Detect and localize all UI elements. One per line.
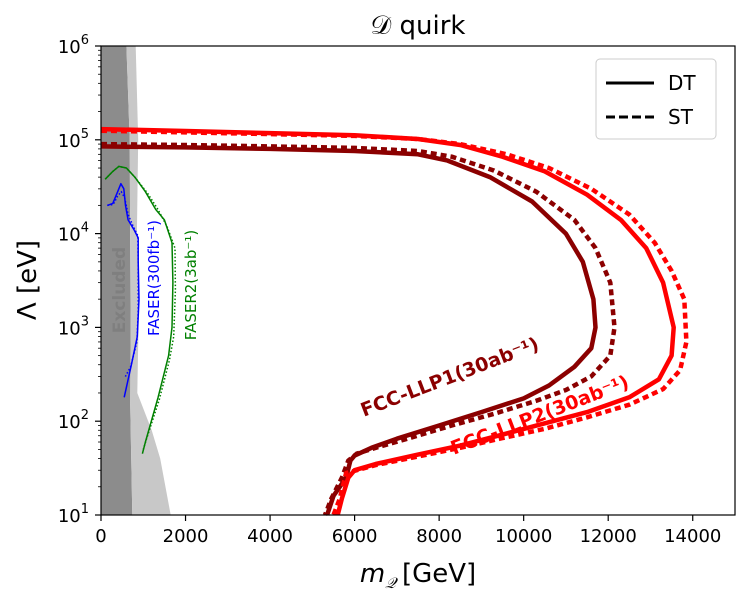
x-tick-label: 8000 [416, 526, 462, 547]
fcc-llp1-label: FCC-LLP1(30ab⁻¹) [358, 333, 542, 421]
legend: DT ST [595, 58, 717, 140]
series-lines [100, 126, 689, 516]
excluded-label: Excluded [110, 247, 130, 333]
series-line-1 [100, 141, 617, 516]
x-tick-label: 4000 [247, 526, 293, 547]
chart-title: 𝒟 quirk [371, 11, 466, 41]
legend-st-label: ST [668, 105, 694, 129]
x-axis-ticks: 0 2000 4000 6000 8000 10000 12000 14000 [95, 515, 721, 547]
series-line-7 [104, 165, 177, 450]
x-tick-label: 2000 [163, 526, 209, 547]
y-tick-label: 101 [58, 502, 89, 527]
y-axis-label: Λ [eV] [13, 240, 43, 320]
y-tick-label: 103 [58, 314, 89, 339]
x-tick-label: 0 [95, 526, 106, 547]
legend-dt-label: DT [668, 71, 696, 95]
x-axis-label-sub: 𝒬 [385, 574, 398, 592]
legend-box [595, 58, 717, 140]
excluded-region-0 [101, 46, 133, 515]
series-line-3 [100, 128, 689, 516]
y-tick-label: 102 [58, 408, 89, 433]
x-axis-label: m𝒬 [GeV] [360, 559, 476, 592]
x-tick-label: 12000 [580, 526, 637, 547]
y-tick-label: 105 [58, 127, 89, 152]
x-tick-label: 14000 [664, 526, 721, 547]
plot-frame [100, 45, 736, 516]
excluded-regions [101, 46, 171, 515]
x-tick-label: 6000 [332, 526, 378, 547]
faser2-label: FASER2(3ab⁻¹) [182, 230, 200, 340]
faser-label: FASER(300fb⁻¹) [145, 220, 163, 336]
series-line-4 [107, 182, 140, 398]
x-axis-label-var: m [360, 559, 385, 589]
y-axis-ticks: 101 102 103 104 105 106 [58, 33, 101, 527]
y-tick-label: 106 [58, 33, 89, 58]
x-tick-label: 10000 [495, 526, 552, 547]
series-line-5 [107, 190, 139, 379]
x-axis-label-unit: [GeV] [402, 559, 476, 589]
excluded-region-1 [126, 46, 171, 515]
y-tick-label: 104 [58, 221, 89, 246]
